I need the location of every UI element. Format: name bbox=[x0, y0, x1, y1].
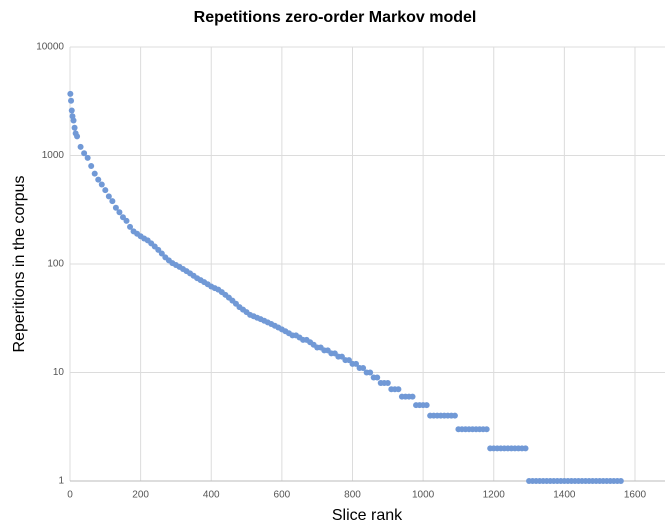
point bbox=[112, 204, 119, 211]
point bbox=[68, 97, 75, 104]
x-tick-label: 600 bbox=[274, 490, 291, 501]
point bbox=[70, 117, 77, 124]
y-tick-label: 1000 bbox=[42, 150, 65, 161]
y-tick-label: 1 bbox=[58, 476, 64, 487]
point bbox=[116, 209, 123, 216]
point bbox=[109, 198, 116, 205]
x-tick-label: 800 bbox=[344, 490, 361, 501]
point bbox=[95, 176, 102, 183]
y-tick-label: 10 bbox=[53, 367, 65, 378]
y-tick-label: 10000 bbox=[36, 42, 64, 53]
point bbox=[522, 445, 529, 452]
x-tick-label: 0 bbox=[67, 490, 73, 501]
point bbox=[77, 143, 84, 150]
point bbox=[395, 386, 402, 393]
point bbox=[123, 217, 130, 224]
point bbox=[483, 426, 490, 433]
point bbox=[367, 369, 374, 376]
point bbox=[68, 107, 75, 114]
x-tick-label: 1000 bbox=[412, 490, 435, 501]
point bbox=[98, 181, 105, 188]
y-axis-label: Reperitions in the corpus bbox=[11, 176, 28, 353]
x-tick-label: 1400 bbox=[553, 490, 576, 501]
y-tick-label: 100 bbox=[47, 259, 64, 270]
point bbox=[81, 150, 88, 157]
x-tick-label: 1600 bbox=[624, 490, 647, 501]
point bbox=[617, 478, 624, 484]
point bbox=[88, 163, 95, 170]
point bbox=[127, 223, 134, 230]
chart-title: Repetitions zero-order Markov model bbox=[194, 9, 477, 26]
point bbox=[67, 90, 74, 97]
point bbox=[84, 154, 91, 161]
point bbox=[74, 133, 81, 140]
point bbox=[105, 193, 112, 200]
point bbox=[409, 393, 416, 400]
x-tick-label: 1200 bbox=[483, 490, 506, 501]
x-axis-label: Slice rank bbox=[332, 507, 403, 524]
point bbox=[451, 412, 458, 419]
point bbox=[91, 170, 98, 177]
point bbox=[353, 360, 360, 367]
point bbox=[158, 250, 165, 257]
x-tick-label: 400 bbox=[203, 490, 220, 501]
point bbox=[345, 357, 352, 364]
point bbox=[71, 124, 78, 131]
point bbox=[102, 187, 109, 194]
point bbox=[374, 374, 381, 381]
point bbox=[360, 365, 367, 372]
point bbox=[384, 380, 391, 387]
x-tick-label: 200 bbox=[132, 490, 149, 501]
point bbox=[423, 402, 430, 409]
